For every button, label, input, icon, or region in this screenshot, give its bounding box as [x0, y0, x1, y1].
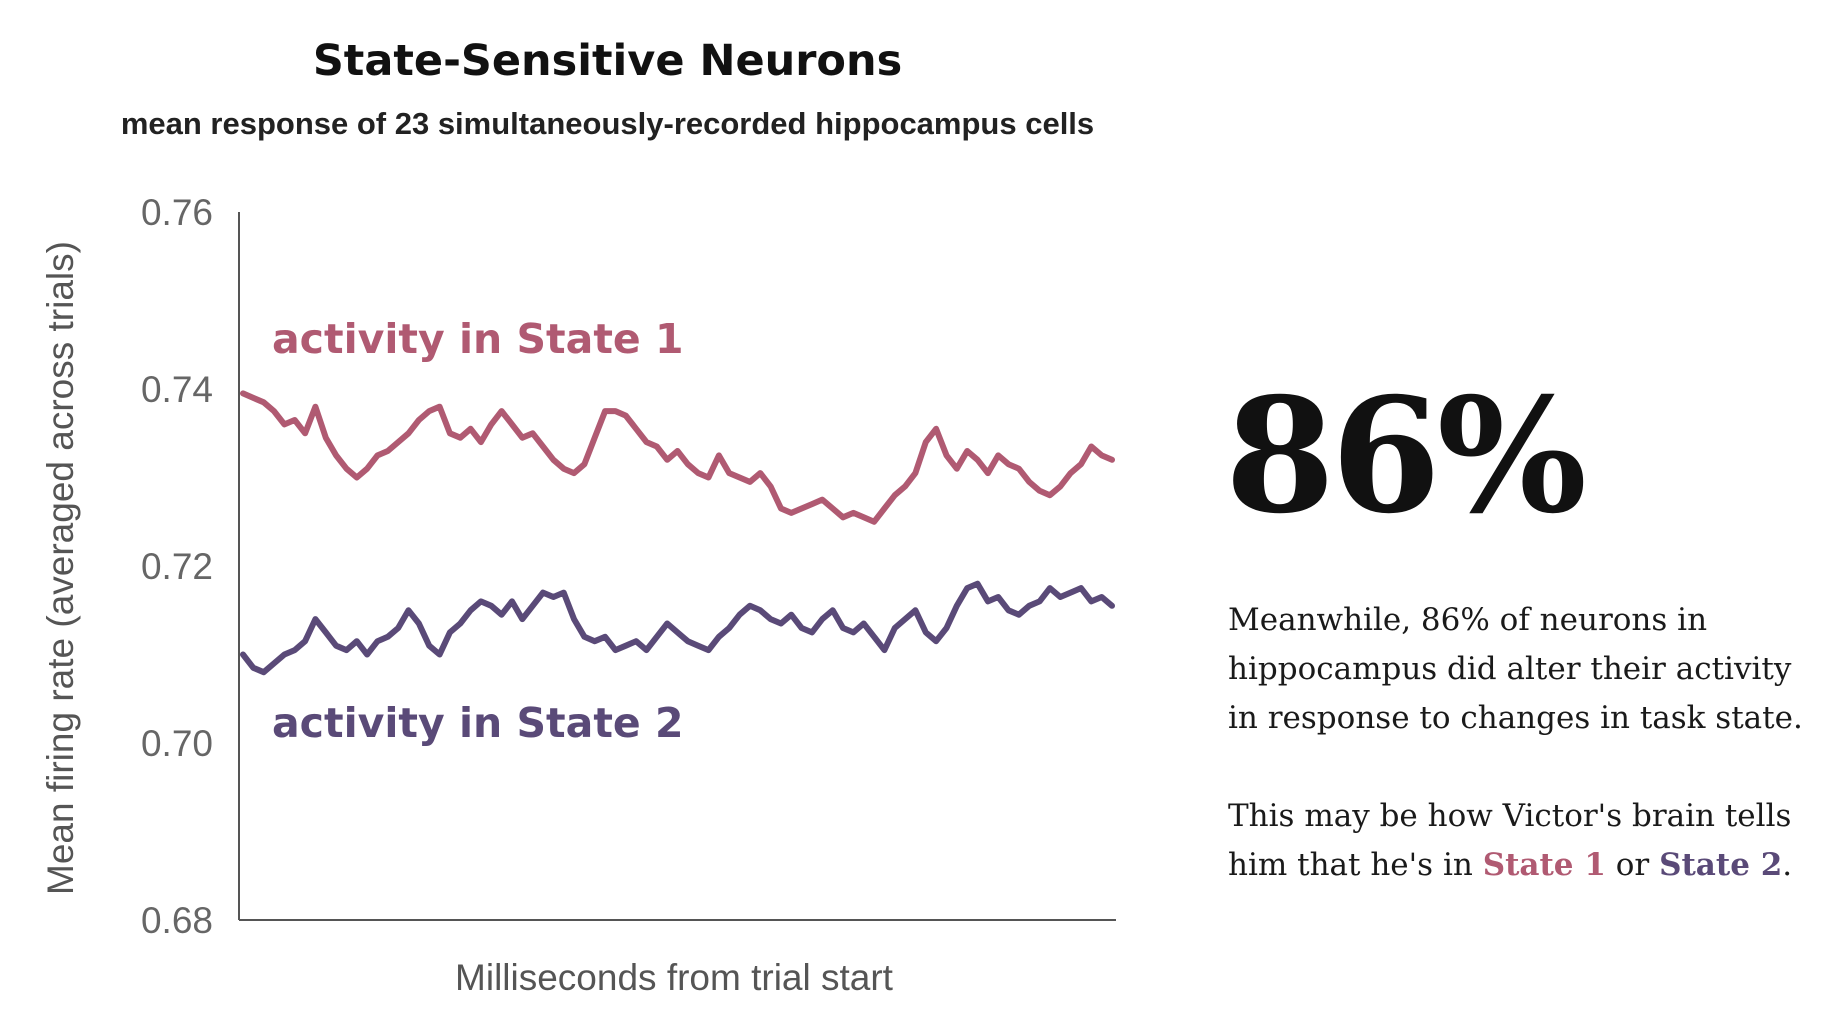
- series-line-state-2: [240, 580, 1115, 676]
- y-tick-label: 0.72: [141, 546, 213, 587]
- explanation-paragraph-1: Meanwhile, 86% of neurons in hippocampus…: [1228, 602, 1803, 736]
- y-axis-label: Mean firing rate (averaged across trials…: [40, 241, 81, 895]
- big-percentage-stat: 86%: [1225, 364, 1587, 549]
- paragraph-2-end: .: [1782, 847, 1793, 883]
- series-label-state-2: activity in State 2: [272, 699, 684, 747]
- chart-title: State-Sensitive Neurons: [312, 36, 903, 86]
- y-tick-label: 0.76: [141, 192, 213, 233]
- y-tick-label: 0.70: [141, 723, 213, 764]
- series-label-state-1: activity in State 1: [272, 315, 684, 363]
- line-chart: 0.76 0.74 0.72 0.70 0.68 activity in State 1…: [40, 192, 1116, 998]
- y-tick-label: 0.68: [141, 900, 213, 941]
- series-lines: [240, 390, 1115, 676]
- y-tick-labels: 0.76 0.74 0.72 0.70 0.68: [141, 192, 213, 941]
- chart-subtitle: mean response of 23 simultaneously-recor…: [120, 106, 1095, 141]
- explanation-paragraph-2: This may be how Victor's brain tells him…: [1228, 792, 1828, 890]
- paragraph-2-connector: or: [1605, 847, 1660, 883]
- paragraph-2-text: This may be how Victor's brain tells him…: [1228, 798, 1792, 883]
- series-line-state-1: [240, 390, 1115, 525]
- state-2-highlight: State 2: [1659, 847, 1783, 883]
- y-tick-label: 0.74: [141, 369, 213, 410]
- x-axis-label: Milliseconds from trial start: [455, 957, 894, 998]
- state-1-highlight: State 1: [1482, 847, 1606, 883]
